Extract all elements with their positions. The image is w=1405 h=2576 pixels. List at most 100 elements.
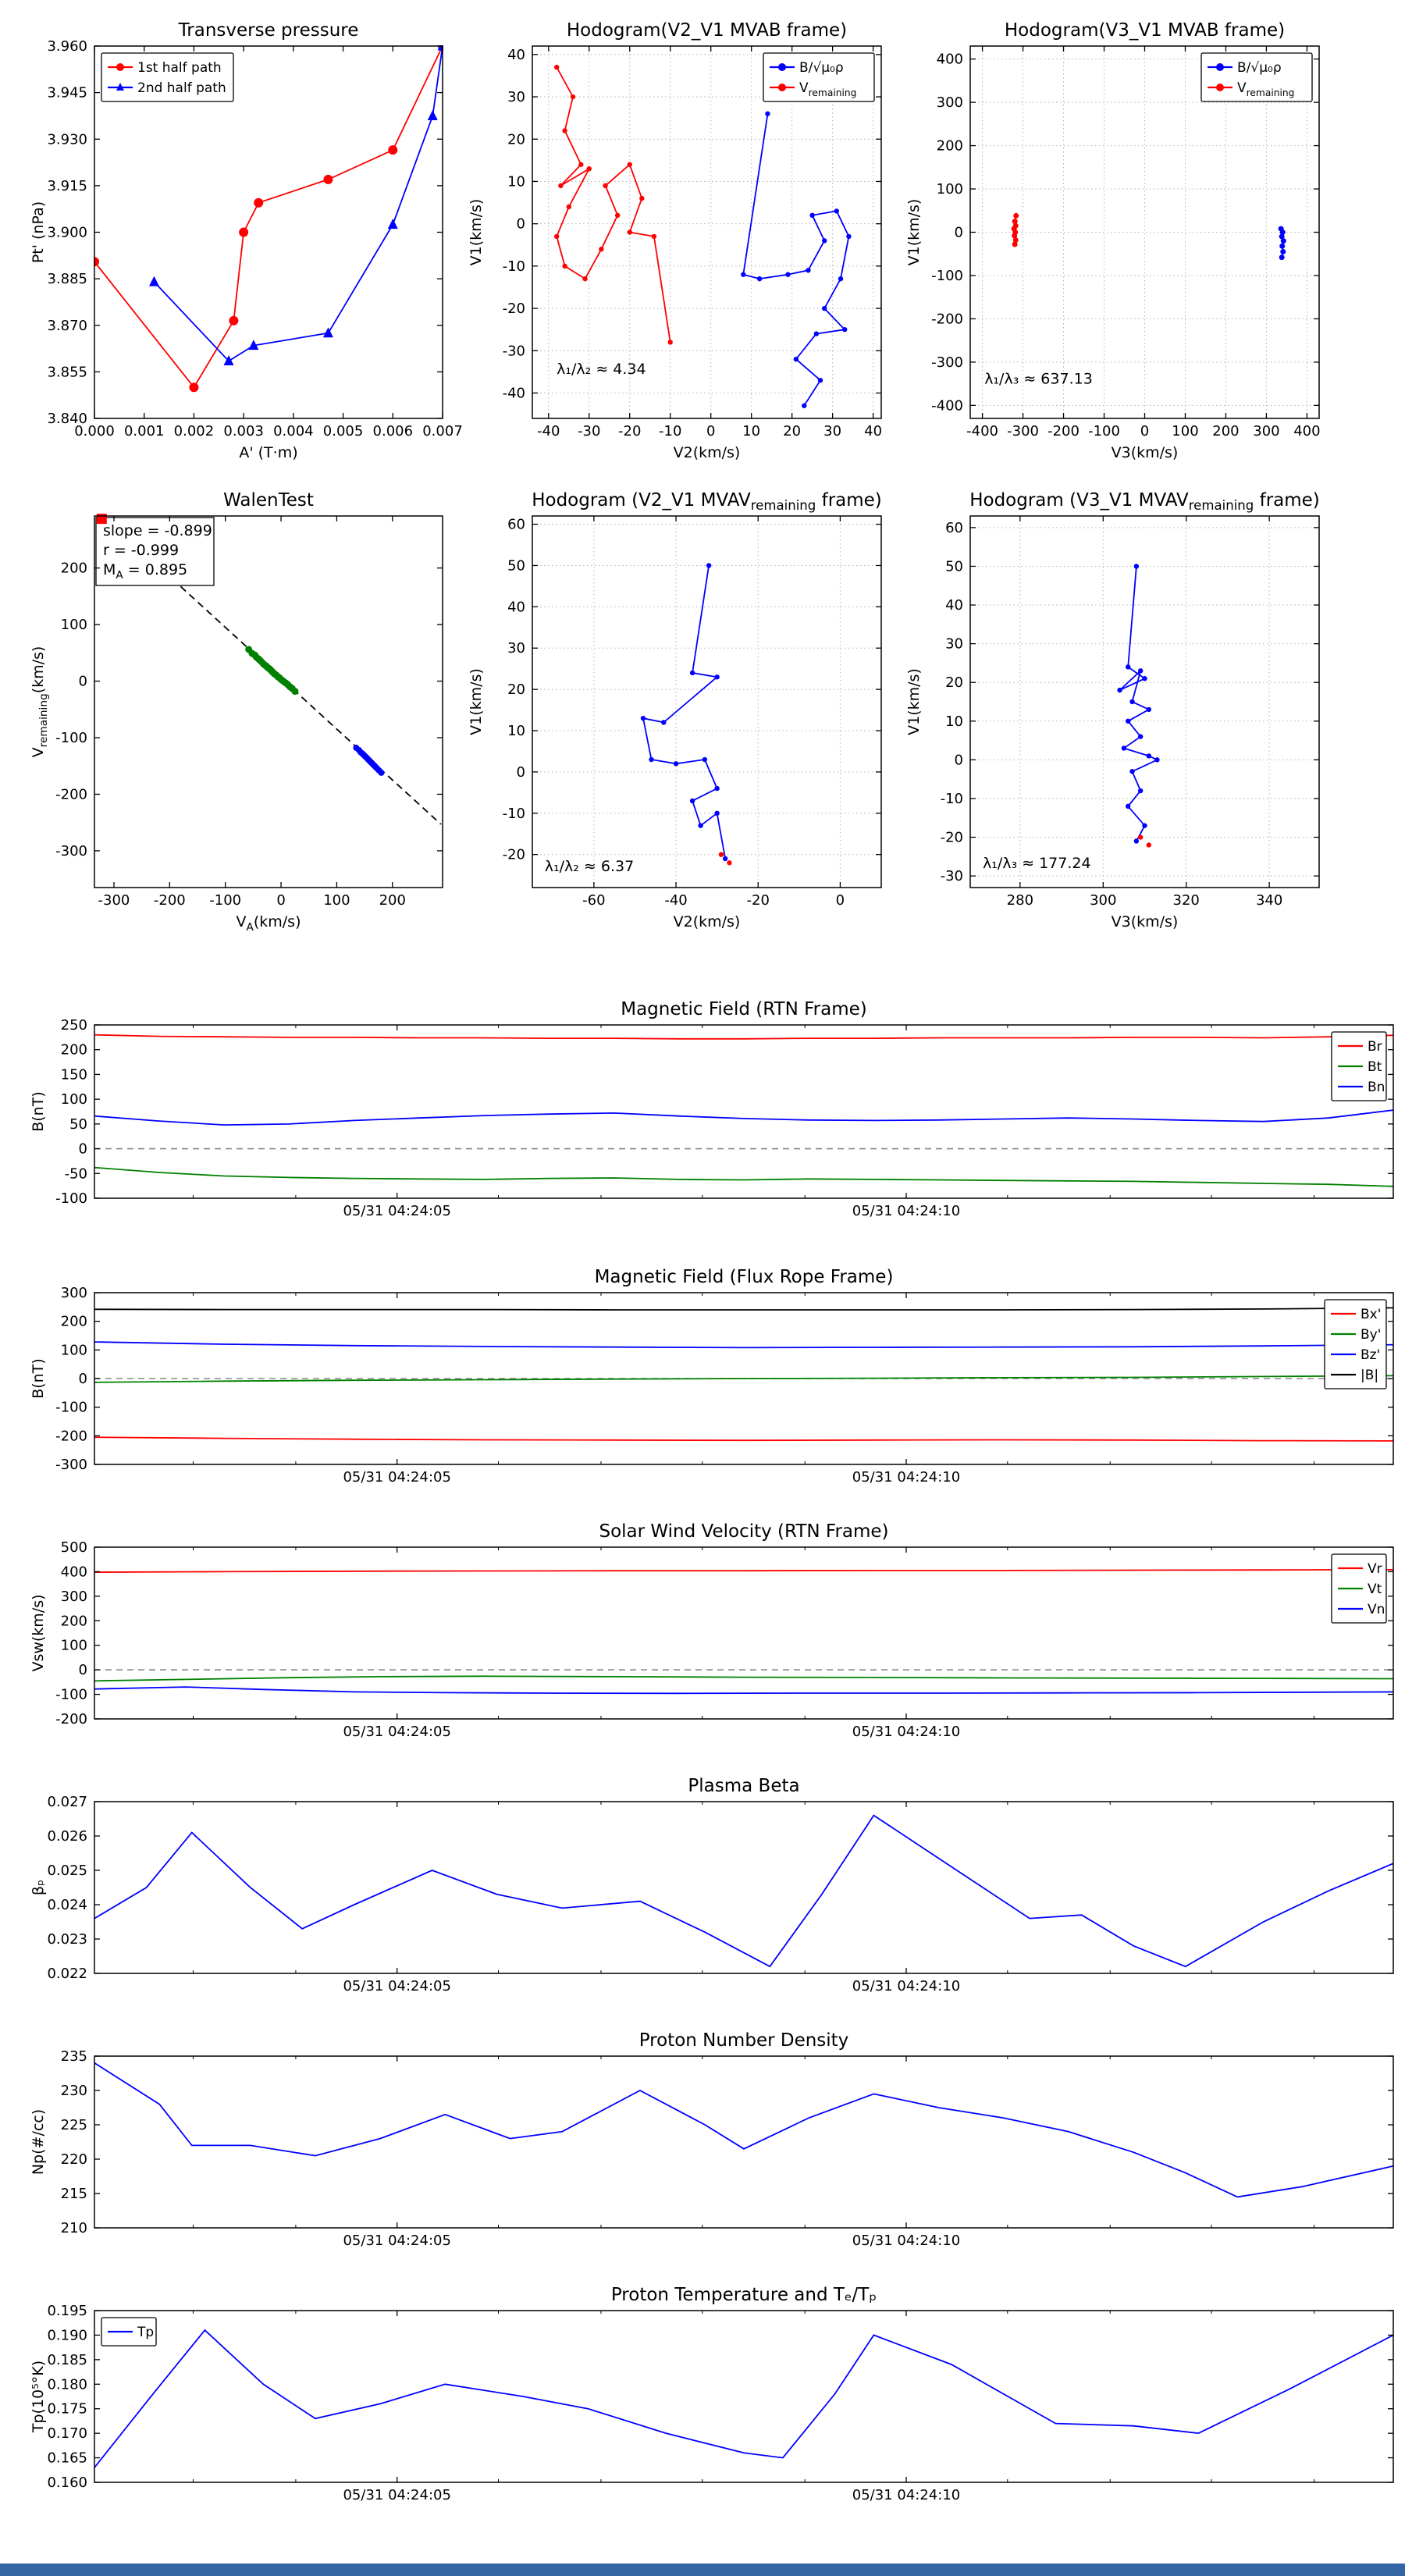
svg-text:-30: -30 bbox=[941, 868, 963, 884]
svg-text:λ₁/λ₂ ≈ 6.37: λ₁/λ₂ ≈ 6.37 bbox=[545, 858, 634, 875]
svg-text:230: 230 bbox=[61, 2083, 87, 2099]
svg-text:200: 200 bbox=[1212, 423, 1239, 439]
svg-text:0.165: 0.165 bbox=[47, 2450, 87, 2467]
svg-text:100: 100 bbox=[61, 1091, 87, 1108]
svg-text:-300: -300 bbox=[55, 843, 87, 859]
svg-text:0.160: 0.160 bbox=[47, 2475, 87, 2491]
svg-text:Plasma Beta: Plasma Beta bbox=[688, 1776, 799, 1796]
chart-proton-temp: Tp 05/31 04:24:05 05/31 04:24:10 0.160 0.165… bbox=[30, 2285, 1394, 2503]
svg-text:-40: -40 bbox=[503, 385, 525, 401]
chart-transverse-pressure: 1st half path 2nd half path 0.000 0.001 0.00… bbox=[30, 20, 463, 461]
svg-text:05/31 04:24:05: 05/31 04:24:05 bbox=[343, 2233, 450, 2249]
svg-text:3.870: 3.870 bbox=[47, 318, 87, 334]
svg-text:20: 20 bbox=[507, 681, 525, 698]
svg-text:-200: -200 bbox=[55, 1711, 87, 1727]
svg-text:V2(km/s): V2(km/s) bbox=[674, 444, 741, 461]
svg-text:1st half path: 1st half path bbox=[137, 60, 222, 76]
svg-text:20: 20 bbox=[783, 423, 801, 439]
svg-text:-40: -40 bbox=[664, 892, 687, 909]
chart-plasma-beta: 05/31 04:24:05 05/31 04:24:10 0.022 0.023 0.… bbox=[30, 1776, 1394, 1994]
svg-text:-20: -20 bbox=[503, 847, 525, 863]
chart-hodogram-v3v1-mvab: λ₁/λ₃ ≈ 637.13 B/√μ₀ρ Vremaining -400 -300 -2… bbox=[905, 20, 1321, 461]
svg-text:Magnetic Field (RTN Frame): Magnetic Field (RTN Frame) bbox=[621, 999, 867, 1019]
svg-text:r = -0.999: r = -0.999 bbox=[103, 542, 179, 559]
svg-text:B(nT): B(nT) bbox=[30, 1091, 47, 1132]
svg-text:Tp(10⁵°K): Tp(10⁵°K) bbox=[30, 2361, 47, 2433]
svg-text:Bn: Bn bbox=[1368, 1080, 1385, 1095]
svg-text:0: 0 bbox=[706, 423, 715, 439]
svg-text:-200: -200 bbox=[55, 786, 87, 802]
svg-text:-60: -60 bbox=[582, 892, 605, 909]
svg-text:400: 400 bbox=[937, 52, 963, 68]
chart-mag-rtn: Br Bt Bn 05/31 04:24:05 05/31 04:24:10 -100 -5… bbox=[30, 999, 1394, 1219]
svg-text:3.945: 3.945 bbox=[47, 85, 87, 101]
svg-text:400: 400 bbox=[61, 1564, 87, 1580]
svg-text:500: 500 bbox=[61, 1539, 87, 1556]
chart-hodogram-v2v1-mvav: λ₁/λ₂ ≈ 6.37 -60 -40 -20 0 -20 -10 0 10 20 30 40 50 6… bbox=[468, 490, 882, 930]
svg-text:0.003: 0.003 bbox=[223, 423, 264, 439]
svg-text:0.170: 0.170 bbox=[47, 2425, 87, 2442]
svg-text:-400: -400 bbox=[931, 397, 963, 414]
svg-text:0.195: 0.195 bbox=[47, 2303, 87, 2319]
svg-text:0.004: 0.004 bbox=[273, 423, 314, 439]
svg-text:50: 50 bbox=[945, 558, 963, 575]
svg-text:0.005: 0.005 bbox=[323, 423, 364, 439]
svg-text:0.001: 0.001 bbox=[124, 423, 165, 439]
svg-text:05/31 04:24:10: 05/31 04:24:10 bbox=[852, 2233, 960, 2249]
svg-text:By': By' bbox=[1361, 1327, 1381, 1343]
svg-text:VA(km/s): VA(km/s) bbox=[237, 913, 301, 934]
svg-text:60: 60 bbox=[945, 520, 963, 536]
svg-text:-100: -100 bbox=[209, 892, 241, 909]
svg-text:V1(km/s): V1(km/s) bbox=[468, 668, 485, 735]
svg-text:Br: Br bbox=[1368, 1039, 1382, 1055]
svg-text:0: 0 bbox=[517, 216, 525, 233]
svg-text:Vsw(km/s): Vsw(km/s) bbox=[30, 1594, 47, 1671]
svg-text:0.023: 0.023 bbox=[47, 1931, 87, 1948]
svg-text:WalenTest: WalenTest bbox=[223, 490, 314, 511]
svg-text:200: 200 bbox=[937, 138, 963, 155]
chart-proton-density: 05/31 04:24:05 05/31 04:24:10 210 215 220 225… bbox=[30, 2030, 1394, 2249]
svg-text:|B|: |B| bbox=[1361, 1368, 1378, 1383]
svg-text:-200: -200 bbox=[154, 892, 186, 909]
svg-text:0.002: 0.002 bbox=[174, 423, 215, 439]
svg-text:100: 100 bbox=[1172, 423, 1198, 439]
svg-text:0.022: 0.022 bbox=[47, 1966, 87, 1982]
svg-text:Vremaining(km/s): Vremaining(km/s) bbox=[30, 646, 50, 758]
svg-text:30: 30 bbox=[823, 423, 841, 439]
svg-text:V1(km/s): V1(km/s) bbox=[905, 199, 923, 266]
svg-text:Hodogram (V2_V1 MVAVremaining: Hodogram (V2_V1 MVAVremaining frame) bbox=[532, 490, 882, 513]
svg-text:Bx': Bx' bbox=[1361, 1307, 1381, 1322]
svg-text:V1(km/s): V1(km/s) bbox=[468, 199, 485, 266]
svg-text:0.007: 0.007 bbox=[422, 423, 463, 439]
svg-text:30: 30 bbox=[507, 640, 525, 656]
svg-text:Vremaining: Vremaining bbox=[1237, 80, 1294, 98]
chart-mag-fluxrope: Bx' By' Bz' |B| 05/31 04:24:05 05/31 04:24:10… bbox=[30, 1267, 1394, 1485]
svg-text:0: 0 bbox=[517, 764, 525, 781]
svg-text:0.025: 0.025 bbox=[47, 1863, 87, 1879]
svg-text:05/31 04:24:05: 05/31 04:24:05 bbox=[343, 1203, 450, 1219]
svg-text:3.930: 3.930 bbox=[47, 131, 87, 148]
svg-text:3.885: 3.885 bbox=[47, 271, 87, 287]
svg-text:3.960: 3.960 bbox=[47, 38, 87, 55]
svg-text:0: 0 bbox=[955, 225, 963, 241]
svg-text:10: 10 bbox=[507, 173, 525, 190]
svg-text:400: 400 bbox=[1293, 423, 1320, 439]
svg-text:0.026: 0.026 bbox=[47, 1828, 87, 1845]
svg-text:-10: -10 bbox=[941, 791, 963, 807]
svg-text:0.180: 0.180 bbox=[47, 2376, 87, 2393]
svg-text:A' (T·m): A' (T·m) bbox=[239, 444, 297, 461]
svg-text:0: 0 bbox=[276, 892, 285, 909]
svg-text:0: 0 bbox=[79, 1662, 87, 1678]
svg-text:2nd half path: 2nd half path bbox=[137, 80, 226, 96]
svg-text:Vn: Vn bbox=[1368, 1602, 1385, 1617]
svg-text:-100: -100 bbox=[55, 1400, 87, 1416]
svg-text:-100: -100 bbox=[55, 1687, 87, 1703]
svg-text:λ₁/λ₃ ≈ 637.13: λ₁/λ₃ ≈ 637.13 bbox=[984, 371, 1093, 388]
svg-text:3.855: 3.855 bbox=[47, 364, 87, 380]
svg-text:3.915: 3.915 bbox=[47, 178, 87, 194]
svg-text:-50: -50 bbox=[65, 1165, 87, 1182]
svg-text:0: 0 bbox=[79, 1371, 87, 1387]
svg-text:Proton Number Density: Proton Number Density bbox=[639, 2030, 849, 2051]
svg-text:50: 50 bbox=[507, 557, 525, 574]
